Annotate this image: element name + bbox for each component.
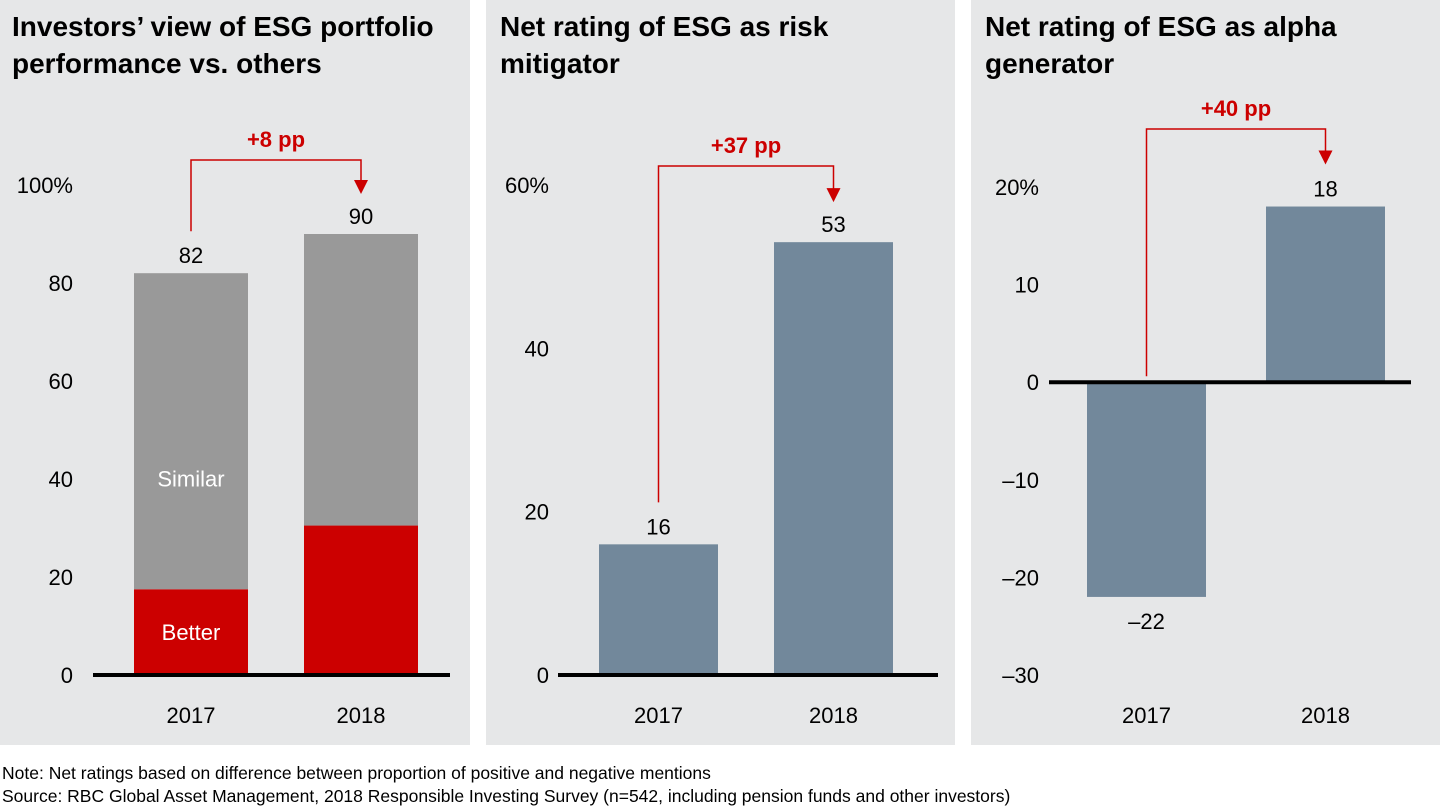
segment-label-similar: Similar [157, 467, 224, 492]
y-tick-label: 20% [995, 175, 1039, 200]
bar-value-label: 53 [821, 212, 845, 237]
bar-segment-better [134, 589, 248, 675]
x-tick-label: 2017 [1122, 703, 1171, 728]
segment-label-better: Better [162, 620, 221, 645]
bar-value-label: 18 [1313, 177, 1337, 202]
bar-value-label: 16 [646, 514, 670, 539]
change-bracket [1145, 128, 1327, 377]
change-bracket [657, 165, 835, 503]
bar [599, 544, 718, 675]
change-bracket [190, 159, 362, 232]
chart-title: Net rating of ESG as risk mitigator [500, 11, 829, 79]
source-note: Source: RBC Global Asset Management, 201… [2, 786, 1011, 806]
change-annotation: +8 pp [247, 127, 305, 152]
y-tick-label: 40 [49, 467, 73, 492]
bar-segment-similar [134, 273, 248, 590]
arrow-head-icon [826, 188, 841, 203]
change-annotation: +40 pp [1201, 96, 1271, 121]
y-tick-label: 80 [49, 271, 73, 296]
arrow-head-icon [1318, 150, 1333, 165]
bar-segment-better [304, 525, 418, 675]
y-tick-label: 10 [1015, 273, 1039, 298]
change-annotation: +37 pp [711, 133, 781, 158]
bar [1266, 206, 1385, 383]
bar-total-label: 90 [349, 204, 373, 229]
x-tick-label: 2018 [809, 703, 858, 728]
panel-portfolio-performance: Investors’ view of ESG portfolio perform… [0, 0, 470, 745]
panel-alpha-generator: Net rating of ESG as alpha generator –30… [971, 0, 1440, 745]
chart-title: Investors’ view of ESG portfolio perform… [12, 11, 434, 79]
risk-mitigator-chart: 0 20 40 60% 16 2017 53 2018 +37 pp [505, 133, 938, 728]
y-tick-label: –30 [1002, 663, 1039, 688]
x-tick-label: 2017 [167, 703, 216, 728]
y-tick-label: –10 [1002, 468, 1039, 493]
y-tick-label: –20 [1002, 565, 1039, 590]
alpha-generator-chart: –30 –20 –10 0 10 20% –22 2017 18 2018 +40 pp [995, 96, 1411, 728]
y-tick-label: 20 [525, 500, 549, 525]
x-tick-label: 2018 [1301, 703, 1350, 728]
chart-title: Net rating of ESG as alpha generator [985, 11, 1337, 79]
y-tick-label: 20 [49, 565, 73, 590]
y-tick-label: 40 [525, 336, 549, 361]
panel-risk-mitigator: Net rating of ESG as risk mitigator 0 20 4… [486, 0, 955, 745]
bar-segment-similar [304, 234, 418, 526]
portfolio-performance-chart: 0 20 40 60 80 100% 82 2017 90 2018 Better Similar +8… [17, 127, 450, 728]
x-tick-label: 2017 [634, 703, 683, 728]
bar-value-label: –22 [1128, 609, 1165, 634]
y-tick-label: 100% [17, 173, 73, 198]
y-tick-label: 60% [505, 173, 549, 198]
bar [774, 242, 893, 675]
x-tick-label: 2018 [337, 703, 386, 728]
bar-total-label: 82 [179, 243, 203, 268]
y-tick-label: 60 [49, 369, 73, 394]
y-tick-label: 0 [61, 663, 73, 688]
y-tick-label: 0 [1027, 370, 1039, 395]
footnote: Note: Net ratings based on difference be… [2, 763, 711, 783]
y-tick-label: 0 [537, 663, 549, 688]
bar [1087, 382, 1206, 597]
arrow-head-icon [354, 180, 368, 194]
